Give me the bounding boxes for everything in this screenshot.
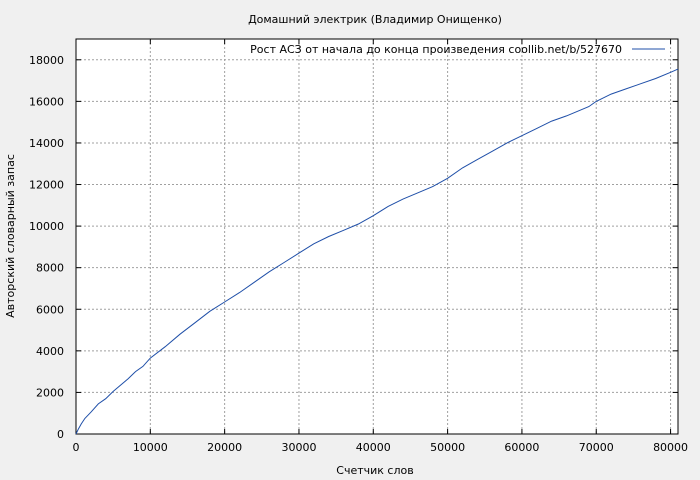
grid [76,39,678,434]
x-tick-label: 20000 [207,441,242,454]
plot-area [75,38,679,435]
series-line [75,68,679,435]
x-tick-label: 70000 [579,441,614,454]
chart-title: Домашний электрик (Владимир Онищенко) [248,13,502,26]
y-tick-label: 10000 [29,220,64,233]
x-tick-label: 40000 [356,441,391,454]
y-tick-labels: 0 2000 4000 6000 8000 10000 12000 14000 16000 180… [29,54,64,441]
x-tick-label: 60000 [504,441,539,454]
series-layer [75,68,679,435]
y-tick-label: 12000 [29,179,64,192]
y-tick-label: 18000 [29,54,64,67]
x-tick-labels: 0 10000 20000 30000 40000 50000 60000 70000 8000… [73,441,689,454]
legend-label: Рост АСЗ от начала до конца произведения… [250,43,622,56]
y-tick-label: 0 [57,428,64,441]
x-tick-label: 80000 [653,441,688,454]
x-axis-label: Счетчик слов [336,464,413,477]
y-tick-label: 8000 [36,262,64,275]
legend: Рост АСЗ от начала до конца произведения… [250,43,665,56]
x-tick-label: 50000 [430,441,465,454]
y-tick-label: 16000 [29,95,64,108]
x-tick-label: 0 [73,441,80,454]
y-tick-label: 4000 [36,345,64,358]
x-tick-label: 10000 [133,441,168,454]
y-tick-label: 14000 [29,137,64,150]
x-tick-label: 30000 [281,441,316,454]
y-axis-label: Авторский словарный запас [4,154,17,318]
y-tick-label: 2000 [36,386,64,399]
axis-ticks [75,39,678,435]
y-tick-label: 6000 [36,303,64,316]
